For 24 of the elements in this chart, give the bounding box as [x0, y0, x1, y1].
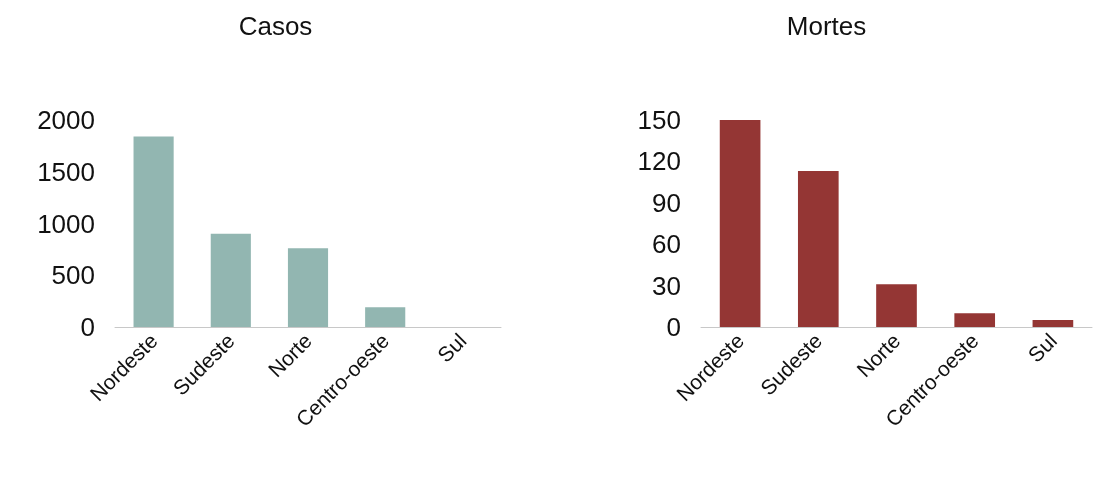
- bar: [954, 313, 996, 327]
- bar: [719, 120, 761, 327]
- bar: [210, 233, 251, 327]
- x-tick-label: Sul: [432, 328, 471, 367]
- bar: [1032, 320, 1074, 327]
- y-tick-label: 0: [80, 312, 95, 342]
- y-tick-label: 120: [637, 146, 681, 177]
- y-tick-label: 1500: [37, 156, 95, 187]
- chart-title: Mortes: [786, 11, 867, 41]
- bar: [876, 284, 917, 327]
- y-tick-label: 90: [652, 187, 681, 218]
- x-tick-label: Sul: [1023, 328, 1062, 367]
- y-tick-label: 2000: [37, 105, 95, 135]
- y-tick-label: 500: [51, 260, 95, 291]
- chart-title: Casos: [238, 11, 313, 41]
- bar: [365, 307, 406, 327]
- y-tick-label: 30: [652, 270, 681, 301]
- y-tick-label: 60: [652, 229, 681, 260]
- y-tick-label: 1000: [37, 208, 95, 239]
- bar: [287, 248, 329, 327]
- y-tick-label: 150: [637, 105, 681, 135]
- y-tick-label: 0: [666, 312, 681, 342]
- bar: [133, 136, 174, 327]
- bar: [797, 171, 839, 327]
